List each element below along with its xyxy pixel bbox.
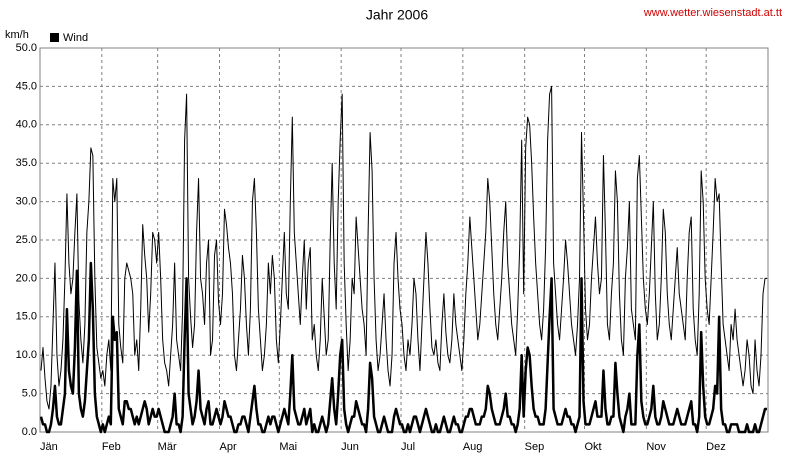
y-tick-label: 30.0 — [16, 196, 37, 208]
y-tick-label: 45.0 — [16, 80, 37, 92]
x-tick-label: Aug — [463, 441, 483, 453]
x-tick-label: Jun — [341, 441, 359, 453]
x-tick-label: Mai — [279, 441, 297, 453]
source: www.wetter.wiesenstadt.at.tt — [643, 7, 782, 19]
y-tick-label: 25.0 — [16, 234, 37, 246]
y-tick-label: 5.0 — [22, 388, 37, 400]
legend-swatch — [50, 33, 59, 42]
y-tick-label: 50.0 — [16, 42, 37, 54]
gust-line — [40, 85, 767, 410]
chart-title: Jahr 2006 — [366, 7, 428, 23]
y-tick-label: 40.0 — [16, 119, 37, 131]
x-tick-label: Feb — [102, 441, 121, 453]
x-tick-label: Jul — [401, 441, 415, 453]
x-tick-label: Okt — [585, 441, 602, 453]
y-tick-label: 35.0 — [16, 157, 37, 169]
y-tick-label: 20.0 — [16, 272, 37, 284]
x-tick-label: Dez — [706, 441, 726, 453]
y-axis-label: km/h — [5, 29, 29, 41]
y-tick-label: 0.0 — [22, 426, 37, 438]
x-tick-label: Apr — [220, 441, 237, 453]
x-tick-label: Mär — [158, 441, 177, 453]
x-tick-label: Jän — [40, 441, 58, 453]
y-tick-label: 15.0 — [16, 311, 37, 323]
y-tick-label: 10.0 — [16, 349, 37, 361]
legend-label: Wind — [63, 32, 88, 44]
x-tick-label: Sep — [525, 441, 545, 453]
mean-line — [39, 261, 767, 434]
x-tick-label: Nov — [646, 441, 666, 453]
